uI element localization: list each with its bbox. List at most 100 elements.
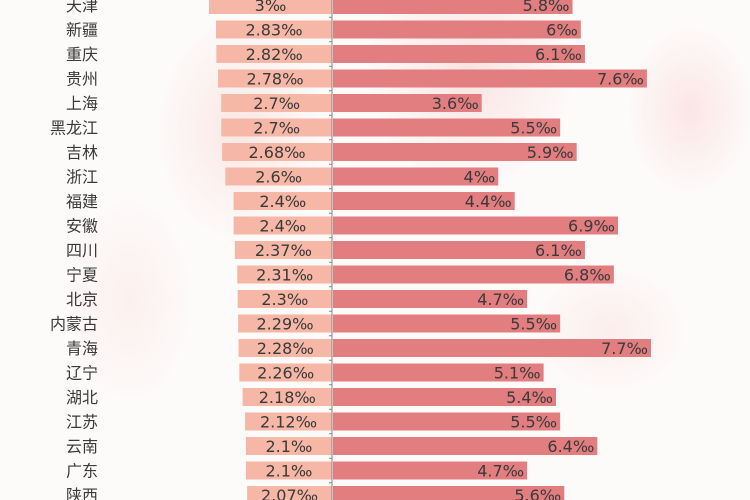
right-bar [333, 339, 652, 357]
left-bar-value-label: 2.29‰ [257, 315, 314, 334]
left-bar-value-label: 2.4‰ [259, 192, 306, 211]
right-bar-value-label: 5.5‰ [510, 119, 557, 138]
right-bar [333, 265, 614, 284]
left-bar [238, 314, 332, 333]
right-bar [333, 45, 585, 63]
category-label: 新疆 [66, 21, 98, 40]
right-bar-value-label: 5.9‰ [527, 143, 574, 162]
category-label: 黑龙江 [50, 119, 98, 138]
category-label: 上海 [66, 94, 98, 113]
left-bar [215, 20, 332, 39]
right-bar [333, 486, 565, 500]
right-bar-value-label: 5.8‰ [523, 0, 570, 15]
left-bar [234, 241, 332, 259]
category-label: 四川 [66, 241, 98, 260]
category-label: 广东 [66, 462, 98, 481]
left-bar-value-label: 2.6‰ [255, 168, 302, 187]
right-bar-value-label: 5.6‰ [514, 486, 561, 500]
right-bar-value-label: 4.7‰ [477, 462, 524, 481]
left-bar [238, 339, 332, 357]
right-bar-value-label: 5.1‰ [494, 364, 541, 383]
right-bar-value-label: 7.7‰ [601, 339, 648, 358]
left-bar-value-label: 2.82‰ [246, 45, 303, 64]
category-label: 浙江 [66, 168, 98, 187]
left-bar-value-label: 2.28‰ [257, 339, 314, 358]
left-bar [242, 388, 332, 406]
right-bar-value-label: 7.6‰ [597, 70, 644, 89]
left-bar [237, 290, 332, 308]
left-bar-value-label: 2.1‰ [265, 437, 312, 456]
left-bar-value-label: 2.26‰ [257, 364, 314, 383]
right-bar-value-label: 3.6‰ [432, 94, 479, 113]
right-bar-value-label: 6.4‰ [547, 437, 594, 456]
category-label: 吉林 [66, 143, 98, 162]
left-bar-value-label: 2.3‰ [261, 290, 308, 309]
category-label: 贵州 [66, 70, 98, 89]
left-bar [247, 486, 332, 500]
right-bar [333, 20, 581, 39]
category-label: 天津 [66, 0, 98, 15]
right-bar [333, 388, 557, 406]
right-bar [333, 0, 573, 14]
category-label: 云南 [66, 437, 98, 456]
left-bar-value-label: 2.37‰ [255, 241, 312, 260]
right-bar [333, 118, 561, 137]
left-bar-value-label: 2.12‰ [260, 413, 317, 432]
left-bar-value-label: 2.31‰ [256, 266, 313, 285]
right-bar-value-label: 4.7‰ [477, 290, 524, 309]
left-bar [222, 143, 332, 161]
right-bar-value-label: 6‰ [546, 21, 578, 40]
left-bar [245, 412, 332, 431]
left-bar [233, 192, 332, 210]
left-bar [221, 94, 332, 112]
right-bar [333, 192, 515, 210]
left-bar-value-label: 2.68‰ [249, 143, 306, 162]
left-series: 3‰ 2.83‰ 2.82‰ 2.78‰ 2.7‰ 2.7‰ 2.68‰ 2.6‰ 2.4‰ 2.… [209, 0, 332, 500]
left-bar [225, 167, 332, 186]
right-bar-value-label: 5.5‰ [510, 413, 557, 432]
right-series: 5.8‰ 6‰ 6.1‰ 7.6‰ 3.6‰ 5.5‰ 5.9‰ 4‰ 4.4‰ 6.9‰ 6.1‰… [333, 0, 652, 500]
left-bar [245, 437, 332, 455]
category-label: 辽宁 [66, 364, 98, 383]
category-label: 内蒙古 [50, 315, 98, 334]
right-bar-value-label: 6.8‰ [564, 266, 611, 285]
right-bar-value-label: 4‰ [464, 168, 496, 187]
right-bar [333, 290, 528, 308]
left-bar-value-label: 2.1‰ [265, 462, 312, 481]
category-label: 湖北 [66, 388, 98, 407]
center-axis [329, 0, 333, 500]
left-bar-value-label: 2.78‰ [246, 70, 303, 89]
right-bar-value-label: 6.1‰ [535, 45, 582, 64]
left-bar-value-label: 3‰ [255, 0, 287, 15]
left-bar [209, 0, 332, 14]
left-bar [221, 118, 332, 137]
category-label: 北京 [66, 290, 98, 309]
right-bar-value-label: 6.9‰ [568, 217, 615, 236]
right-bar-value-label: 6.1‰ [535, 241, 582, 260]
category-label: 陕西 [66, 486, 98, 500]
right-bar [333, 363, 544, 382]
left-bar [216, 45, 332, 63]
right-bar [333, 143, 577, 161]
right-bar-value-label: 5.4‰ [506, 388, 553, 407]
category-label: 宁夏 [66, 266, 98, 285]
category-label: 安徽 [66, 217, 98, 236]
right-bar [333, 94, 482, 112]
right-bar [333, 314, 561, 333]
right-bar [333, 461, 528, 480]
right-bar [333, 241, 585, 259]
left-bar [233, 216, 332, 235]
category-label: 江苏 [66, 413, 98, 432]
right-bar [333, 69, 647, 88]
left-bar [239, 363, 332, 382]
left-bar-value-label: 2.4‰ [259, 217, 306, 236]
left-bar-value-label: 2.18‰ [259, 388, 316, 407]
left-bar [218, 69, 332, 88]
left-bar [245, 461, 332, 480]
right-bar [333, 167, 499, 186]
left-bar-value-label: 2.7‰ [253, 94, 300, 113]
left-bar-value-label: 2.83‰ [245, 21, 302, 40]
category-label: 青海 [66, 339, 98, 358]
right-bar [333, 437, 598, 455]
